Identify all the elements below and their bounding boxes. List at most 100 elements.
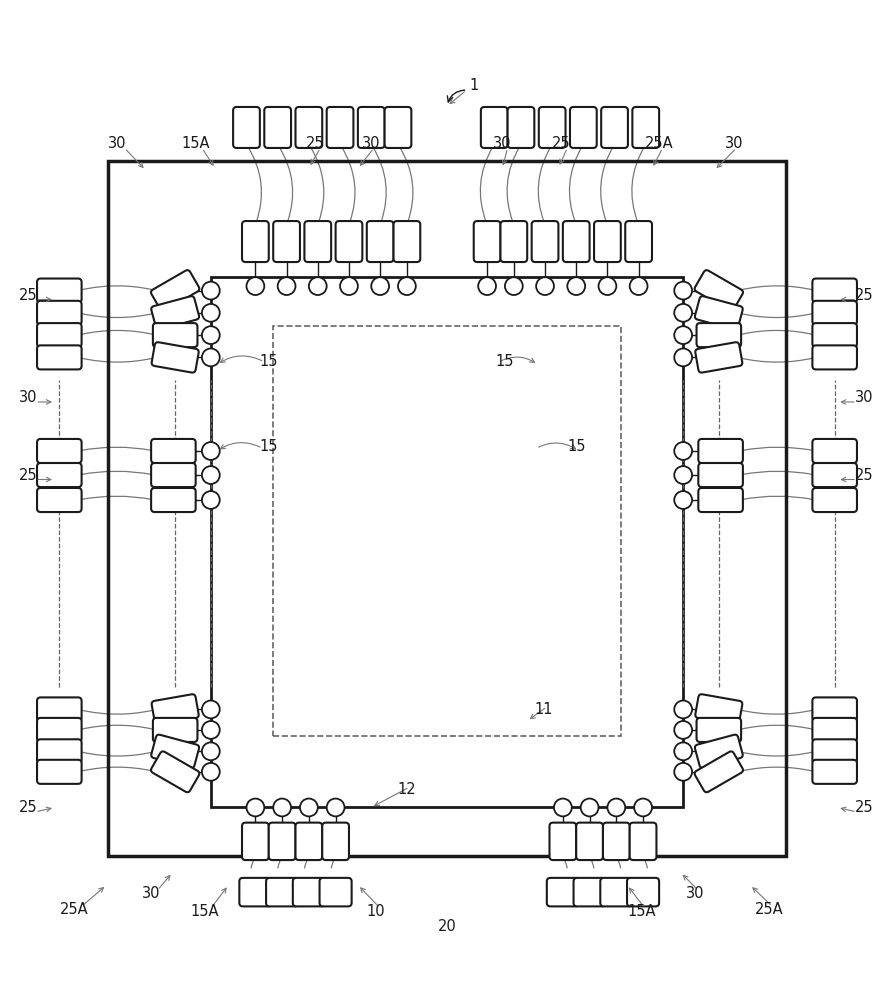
FancyBboxPatch shape (813, 323, 857, 347)
Circle shape (634, 799, 652, 816)
FancyBboxPatch shape (625, 221, 652, 262)
FancyBboxPatch shape (151, 463, 196, 487)
FancyBboxPatch shape (532, 221, 559, 262)
FancyBboxPatch shape (629, 823, 656, 860)
Text: 25: 25 (19, 800, 38, 815)
FancyBboxPatch shape (37, 760, 81, 784)
Text: 25A: 25A (60, 902, 89, 917)
Circle shape (598, 277, 616, 295)
Text: 25A: 25A (755, 902, 784, 917)
FancyBboxPatch shape (696, 323, 741, 347)
Circle shape (478, 277, 496, 295)
FancyBboxPatch shape (501, 221, 527, 262)
FancyBboxPatch shape (274, 221, 300, 262)
FancyBboxPatch shape (326, 107, 353, 148)
Text: 1: 1 (469, 78, 478, 93)
Circle shape (371, 277, 389, 295)
FancyBboxPatch shape (266, 878, 299, 906)
Circle shape (505, 277, 523, 295)
FancyBboxPatch shape (242, 823, 269, 860)
FancyBboxPatch shape (293, 878, 325, 906)
FancyBboxPatch shape (151, 270, 199, 311)
FancyBboxPatch shape (813, 739, 857, 763)
Circle shape (674, 763, 692, 781)
Circle shape (568, 277, 586, 295)
Circle shape (674, 701, 692, 718)
FancyBboxPatch shape (151, 751, 199, 792)
FancyBboxPatch shape (695, 270, 743, 311)
Circle shape (202, 491, 220, 509)
Text: 15: 15 (259, 354, 278, 369)
Text: 25: 25 (306, 136, 325, 151)
FancyBboxPatch shape (695, 735, 743, 768)
FancyBboxPatch shape (695, 296, 743, 330)
Circle shape (247, 277, 265, 295)
FancyBboxPatch shape (152, 694, 198, 725)
FancyBboxPatch shape (574, 878, 605, 906)
Text: 25A: 25A (645, 136, 673, 151)
Circle shape (340, 277, 358, 295)
FancyBboxPatch shape (813, 488, 857, 512)
FancyBboxPatch shape (594, 221, 620, 262)
Circle shape (674, 466, 692, 484)
Circle shape (674, 742, 692, 760)
FancyBboxPatch shape (577, 823, 603, 860)
FancyBboxPatch shape (358, 107, 384, 148)
FancyBboxPatch shape (319, 878, 351, 906)
FancyBboxPatch shape (304, 221, 331, 262)
Text: 30: 30 (142, 886, 160, 901)
FancyBboxPatch shape (603, 823, 629, 860)
FancyBboxPatch shape (296, 107, 322, 148)
Circle shape (202, 282, 220, 299)
FancyBboxPatch shape (153, 718, 198, 742)
Circle shape (202, 304, 220, 322)
FancyBboxPatch shape (813, 463, 857, 487)
Text: 25: 25 (552, 136, 570, 151)
Circle shape (202, 721, 220, 739)
FancyBboxPatch shape (393, 221, 420, 262)
Circle shape (202, 742, 220, 760)
FancyBboxPatch shape (813, 279, 857, 303)
Bar (274, 326, 620, 736)
Text: 10: 10 (367, 904, 385, 919)
Text: 30: 30 (19, 390, 38, 405)
Circle shape (674, 348, 692, 366)
FancyBboxPatch shape (813, 718, 857, 742)
Circle shape (581, 799, 598, 816)
Circle shape (202, 348, 220, 366)
Circle shape (308, 277, 326, 295)
FancyBboxPatch shape (696, 342, 742, 373)
Text: 11: 11 (534, 702, 552, 717)
FancyBboxPatch shape (627, 878, 659, 906)
Circle shape (554, 799, 572, 816)
Text: 30: 30 (108, 136, 126, 151)
FancyBboxPatch shape (265, 107, 291, 148)
FancyBboxPatch shape (632, 107, 659, 148)
FancyBboxPatch shape (152, 342, 198, 373)
Text: 30: 30 (686, 886, 704, 901)
FancyBboxPatch shape (813, 760, 857, 784)
Circle shape (202, 763, 220, 781)
Text: 15A: 15A (181, 136, 210, 151)
FancyBboxPatch shape (563, 221, 590, 262)
FancyBboxPatch shape (37, 301, 81, 325)
FancyBboxPatch shape (600, 878, 632, 906)
Text: 15: 15 (495, 354, 514, 369)
Text: 30: 30 (725, 136, 743, 151)
Text: 15: 15 (567, 439, 586, 454)
FancyBboxPatch shape (698, 488, 743, 512)
FancyBboxPatch shape (696, 718, 741, 742)
FancyBboxPatch shape (367, 221, 393, 262)
Circle shape (274, 799, 291, 816)
Text: 20: 20 (438, 919, 456, 934)
Circle shape (674, 442, 692, 460)
FancyBboxPatch shape (813, 301, 857, 325)
Circle shape (247, 799, 265, 816)
Text: 15A: 15A (627, 904, 655, 919)
FancyBboxPatch shape (37, 463, 81, 487)
FancyBboxPatch shape (151, 488, 196, 512)
FancyBboxPatch shape (151, 296, 199, 330)
FancyBboxPatch shape (269, 823, 296, 860)
FancyBboxPatch shape (508, 107, 535, 148)
FancyBboxPatch shape (547, 878, 579, 906)
